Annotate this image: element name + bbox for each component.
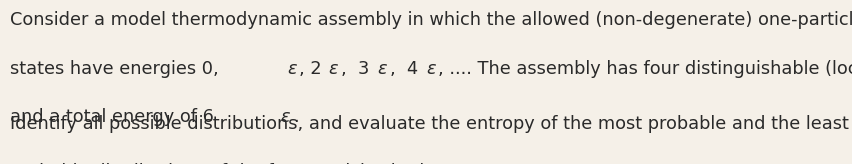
Text: Identify all possible distributions, and evaluate the entropy of the most probab: Identify all possible distributions, and… xyxy=(10,115,848,133)
Text: ,  3: , 3 xyxy=(341,60,369,78)
Text: states have energies 0,: states have energies 0, xyxy=(10,60,224,78)
Text: probable distributions of the four particles in the energy states.: probable distributions of the four parti… xyxy=(10,163,574,164)
Text: , 2: , 2 xyxy=(299,60,321,78)
Text: .: . xyxy=(292,108,298,126)
Text: ε: ε xyxy=(280,108,290,126)
Text: , .... The assembly has four distinguishable (localized) particles: , .... The assembly has four distinguish… xyxy=(438,60,852,78)
Text: ,  4: , 4 xyxy=(389,60,417,78)
Text: Consider a model thermodynamic assembly in which the allowed (non-degenerate) on: Consider a model thermodynamic assembly … xyxy=(10,11,852,30)
Text: ε: ε xyxy=(377,60,387,78)
Text: and a total energy of 6: and a total energy of 6 xyxy=(10,108,220,126)
Text: ε: ε xyxy=(425,60,435,78)
Text: ε: ε xyxy=(328,60,337,78)
Text: ε: ε xyxy=(286,60,296,78)
